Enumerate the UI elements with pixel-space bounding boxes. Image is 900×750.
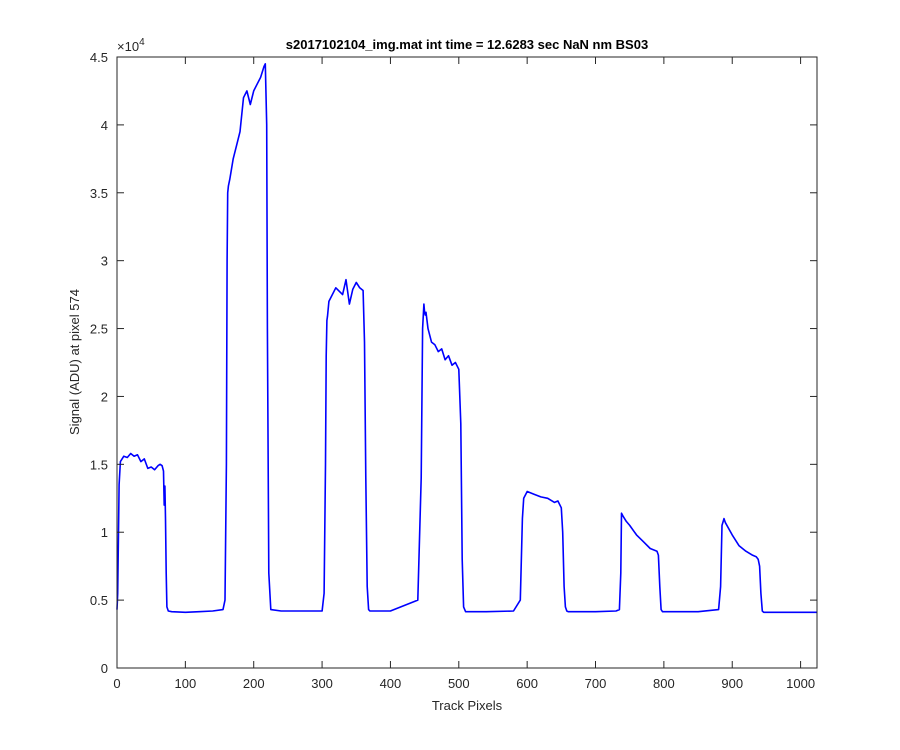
y-tick-label: 2.5 — [90, 322, 108, 337]
plot-area — [117, 57, 817, 668]
series-line-0 — [116, 62, 817, 614]
y-tick-label: 1.5 — [90, 457, 108, 472]
x-tick-label: 300 — [311, 676, 333, 691]
x-tick-label: 800 — [653, 676, 675, 691]
y-tick-label: 4 — [101, 118, 108, 133]
y-tick-label: 1 — [101, 525, 108, 540]
x-tick-label: 900 — [721, 676, 743, 691]
x-tick-label: 600 — [516, 676, 538, 691]
axes-box — [116, 56, 818, 669]
x-axis-label: Track Pixels — [432, 698, 503, 713]
y-axis-exponent: ×104 — [117, 37, 145, 54]
y-axis-exponent-power: 4 — [139, 37, 145, 48]
y-axis-ticks: 0 0.5 1 1.5 2 2.5 3 3.5 4 4.5 — [90, 50, 817, 676]
y-tick-label: 4.5 — [90, 50, 108, 65]
x-tick-label: 200 — [243, 676, 265, 691]
x-tick-label: 1000 — [786, 676, 815, 691]
x-tick-label: 700 — [585, 676, 607, 691]
y-tick-label: 3 — [101, 254, 108, 269]
y-tick-label: 2 — [101, 389, 108, 404]
chart-title: s2017102104_img.mat int time = 12.6283 s… — [286, 37, 648, 52]
x-tick-label: 400 — [380, 676, 402, 691]
y-tick-label: 0.5 — [90, 593, 108, 608]
x-tick-label: 500 — [448, 676, 470, 691]
x-tick-label: 100 — [175, 676, 197, 691]
series-layer — [116, 62, 817, 614]
y-axis-exponent-base: ×10 — [117, 39, 139, 54]
x-tick-label: 0 — [113, 676, 120, 691]
y-axis-label: Signal (ADU) at pixel 574 — [67, 289, 82, 435]
x-axis-ticks: 0 100 200 300 400 500 600 700 800 900 1000 — [113, 57, 815, 691]
y-tick-label: 3.5 — [90, 186, 108, 201]
y-tick-label: 0 — [101, 661, 108, 676]
